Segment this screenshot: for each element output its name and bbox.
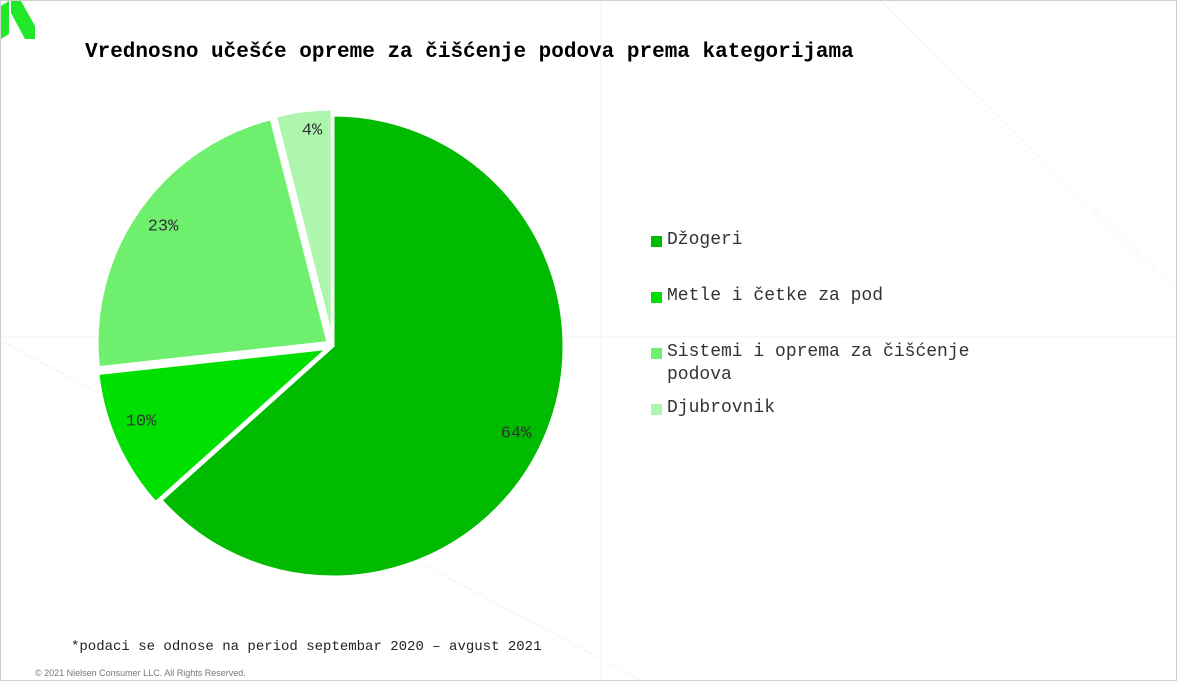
legend-label: Djubrovnik bbox=[667, 398, 776, 418]
legend-swatch bbox=[651, 404, 662, 415]
nielsen-logo-icon bbox=[1, 1, 35, 39]
legend-label: Sistemi i oprema za čišćenje podova bbox=[667, 342, 970, 385]
legend-item: Sistemi i oprema za čišćenje podova bbox=[651, 341, 1051, 387]
pie-slice bbox=[96, 346, 332, 505]
pie-slice bbox=[158, 113, 566, 579]
legend-label: Metle i četke za pod bbox=[667, 286, 884, 306]
pie-chart: 64% 10% 23% 4% bbox=[95, 107, 566, 579]
legend-item: Djubrovnik bbox=[651, 397, 1051, 420]
pie-slice bbox=[273, 107, 334, 341]
legend-swatch bbox=[651, 348, 662, 359]
pie-slice bbox=[95, 116, 330, 370]
pie-data-label: 23% bbox=[148, 217, 179, 236]
legend-swatch bbox=[651, 292, 662, 303]
legend-label: Džogeri bbox=[667, 230, 743, 250]
pie-data-label: 4% bbox=[302, 121, 323, 140]
copyright-notice: © 2021 Nielsen Consumer LLC. All Rights … bbox=[35, 668, 246, 678]
pie-data-label: 64% bbox=[501, 424, 532, 443]
legend-swatch bbox=[651, 236, 662, 247]
legend-item: Džogeri bbox=[651, 229, 1051, 252]
legend-item: Metle i četke za pod bbox=[651, 285, 1051, 308]
pie-data-label: 10% bbox=[126, 412, 157, 431]
chart-title: Vrednosno učešće opreme za čišćenje podo… bbox=[85, 41, 854, 64]
footnote: *podaci se odnose na period septembar 20… bbox=[71, 639, 542, 655]
legend: Džogeri Metle i četke za pod Sistemi i o… bbox=[651, 229, 1051, 430]
